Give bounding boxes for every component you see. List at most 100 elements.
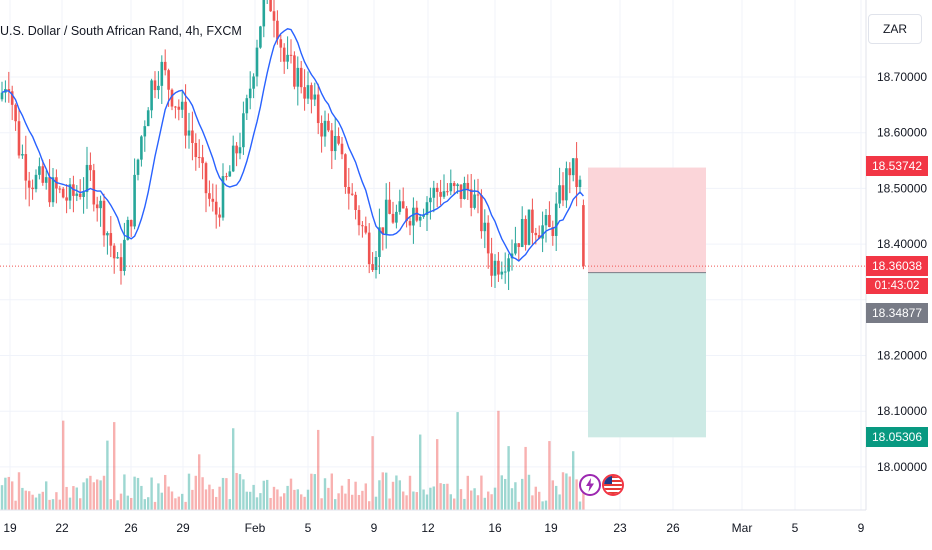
candle-body [517, 243, 521, 247]
candle-body [493, 260, 497, 276]
candle-body [330, 130, 334, 152]
volume-bar [524, 446, 527, 510]
x-tick-label: 22 [55, 521, 69, 535]
volume-bar [153, 501, 157, 510]
candle-body [548, 214, 551, 227]
candle-body [174, 106, 177, 108]
candle-body [102, 200, 106, 236]
candle-body [310, 85, 313, 100]
candle-body [469, 189, 473, 208]
y-tick-label: 18.20000 [877, 349, 927, 363]
candle-body [289, 54, 293, 56]
candle-body [425, 202, 429, 216]
volume-bar [109, 499, 112, 510]
volume-bar [48, 499, 51, 510]
volume-bar [323, 478, 327, 510]
lightning-icon[interactable] [579, 474, 601, 496]
volume-bar [68, 497, 72, 510]
volume-bar [126, 495, 129, 510]
volume-bar [279, 496, 282, 510]
x-tick-label: Feb [245, 521, 266, 535]
volume-bar [157, 483, 160, 510]
volume-bar [113, 422, 116, 510]
candle-body [99, 200, 102, 209]
volume-bar [534, 486, 537, 510]
currency-button[interactable]: ZAR [868, 14, 922, 44]
volume-bar [446, 483, 449, 510]
volume-bar [164, 474, 167, 510]
volume-bar [201, 477, 204, 510]
volume-bar [466, 475, 469, 510]
candle-body [119, 257, 123, 271]
us-flag-icon[interactable] [602, 474, 624, 496]
candle-body [231, 145, 235, 172]
volume-bar [147, 497, 150, 510]
y-tick-label: 18.00000 [877, 460, 927, 474]
candle-body [582, 205, 585, 267]
candle-body [106, 233, 109, 236]
volume-bar [194, 475, 197, 510]
volume-bar [429, 487, 432, 510]
candle-body [578, 179, 582, 188]
volume-bar [575, 479, 578, 510]
x-tick-label: 19 [3, 521, 17, 535]
volume-bar [527, 474, 531, 510]
candle-body [473, 194, 476, 208]
candle-body [463, 182, 466, 199]
candle-body [255, 47, 259, 77]
candle-body [357, 209, 361, 226]
candle-body [48, 177, 51, 203]
volume-bar [85, 478, 89, 510]
candle-body [191, 130, 194, 144]
candle-body [384, 199, 388, 234]
volume-bar [21, 487, 24, 510]
candle-body [235, 145, 238, 154]
volume-bar [249, 491, 252, 510]
candle-body [259, 26, 262, 48]
candle-body [136, 159, 140, 175]
candle-body [286, 54, 289, 62]
candle-body [214, 201, 218, 215]
target-price-tag: 18.05306 [866, 427, 928, 447]
volume-bar [65, 486, 68, 510]
volume-bar [310, 473, 313, 510]
volume-bar [34, 497, 38, 510]
volume-bar [313, 474, 316, 510]
candle-body [333, 136, 337, 152]
candle-body [228, 171, 232, 177]
volume-bar [283, 493, 286, 510]
candle-body [541, 225, 544, 239]
candle-body [85, 164, 89, 193]
volume-bar [378, 480, 381, 510]
candle-body [17, 121, 21, 156]
entry-price-tag: 18.34877 [866, 303, 928, 323]
candle-body [374, 257, 378, 271]
volume-bar [517, 501, 520, 510]
candle-body [225, 176, 228, 178]
volume-bar [14, 500, 17, 510]
candle-body [31, 187, 34, 190]
volume-bar [405, 495, 408, 510]
candle-body [500, 271, 504, 275]
volume-bar [140, 485, 143, 510]
volume-bar [232, 428, 235, 510]
volume-bar [211, 489, 214, 510]
volume-bar [45, 481, 48, 510]
x-tick-label: 26 [124, 521, 138, 535]
candle-body [449, 183, 453, 192]
candle-body [452, 183, 456, 187]
candle-body [160, 61, 164, 86]
volume-bar [521, 478, 524, 510]
volume-bar [123, 474, 126, 510]
candle-body [95, 204, 99, 209]
candle-body [459, 184, 463, 199]
volume-bar [259, 493, 262, 510]
volume-bar [330, 473, 333, 510]
candle-body [204, 163, 208, 194]
volume-bar [551, 480, 554, 510]
candle-body [150, 80, 153, 111]
candle-body [354, 194, 357, 210]
volume-bar [504, 478, 507, 510]
volume-bar [357, 494, 361, 510]
